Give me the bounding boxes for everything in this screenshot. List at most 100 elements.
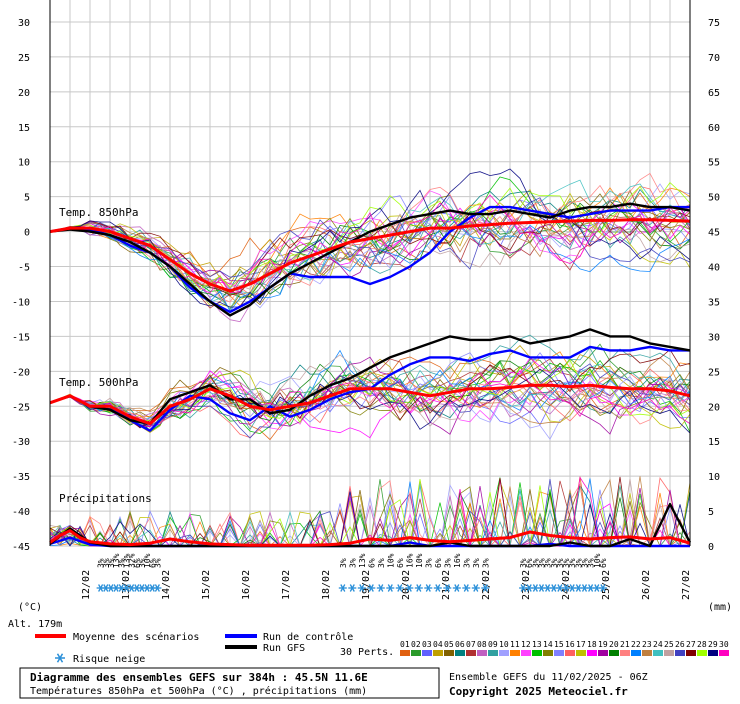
snow-percentage: 3% [550,558,559,568]
snowflake-stroke [563,584,569,592]
snowflake-stroke [144,584,150,592]
right-tick-label: 40 [708,263,720,274]
series-line-t500 [49,383,691,426]
chart-axes: 302520151050-5-10-15-20-25-30-35-40-4575… [12,0,720,600]
pert-color-swatch [521,650,531,656]
pert-color-swatch [609,650,619,656]
snow-percentage: 6% [434,558,443,568]
pert-color-swatch [488,650,498,656]
panel-label-t850: Temp. 850hPa [59,206,138,219]
left-tick-label: 30 [18,18,30,29]
snow-percentage: 10% [593,553,602,568]
pert-color-swatch [620,650,630,656]
snow-percentage: 13% [358,553,367,568]
pert-number-label: 30 [719,640,729,649]
ensemble-info: Ensemble GEFS du 11/02/2025 - 06Z [449,672,648,683]
pert-number-label: 23 [642,640,652,649]
pert-number-label: 09 [488,640,498,649]
pert-number-label: 13 [532,640,542,649]
legend: Moyenne des scénarios Run de contrôle Ru… [35,631,729,665]
pert-color-swatch [477,650,487,656]
perturbation-line [49,206,691,286]
snow-percentage: 3% [531,558,540,568]
pert-number-label: 20 [609,640,619,649]
right-tick-label: 10 [708,472,720,483]
snowflake-icon [357,584,366,592]
snowflake-stroke [416,584,422,592]
snowflake-stroke [473,584,479,592]
snow-percentage: 3% [443,558,452,568]
snowflake-stroke [520,584,526,592]
snow-percentage: 3% [587,558,596,568]
pert-color-swatch [675,650,685,656]
x-tick-label: 23/02 [521,570,532,600]
pert-color-swatch [543,650,553,656]
snow-percentage: 3% [462,558,471,568]
snow-percentage: 10% [415,553,424,568]
left-tick-label: -35 [12,472,30,483]
series-line-t850 [49,202,691,317]
left-tick-label: 0 [24,228,30,239]
right-tick-label: 60 [708,123,720,134]
pert-number-label: 06 [455,640,465,649]
right-tick-label: 20 [708,402,720,413]
snow-percentage: 3% [97,558,106,568]
pert-number-label: 02 [411,640,421,649]
left-unit: (°C) [18,602,42,613]
series-line-precip [49,529,691,547]
perturbation-line [49,359,691,435]
title-box [19,667,440,699]
pert-number-label: 27 [686,640,696,649]
snowflake-icon [405,584,414,592]
perturbation-line [49,356,691,441]
snowflake-stroke [129,584,135,592]
snowflake-icon [598,584,607,592]
snowflake-icon [376,584,385,592]
snowflake-stroke [532,584,538,592]
snow-percentage: 3% [538,558,547,568]
x-tick-label: 17/02 [281,570,292,600]
snowflake-icon [452,584,461,592]
right-tick-label: 5 [708,507,714,518]
pert-color-swatch [433,650,443,656]
pert-number-label: 11 [510,640,520,649]
snow-percentage: 3% [424,558,433,568]
snowflake-icon [471,584,480,592]
snow-percentage: 3% [117,558,126,568]
pert-number-label: 08 [477,640,487,649]
snowflake-stroke [482,584,488,592]
snowflake-stroke [600,584,606,592]
snowflake-stroke [581,584,588,592]
snow-percentage: 10% [143,553,152,568]
pert-color-swatch [653,650,663,656]
pert-number-label: 29 [708,640,718,649]
snowflake-icon [414,584,423,592]
snow-percentage: 3% [339,558,348,568]
snowflake-stroke [569,584,575,592]
pert-color-swatch [422,650,432,656]
perturbation-line [49,189,691,286]
left-tick-label: -10 [12,297,30,308]
snowflake-stroke [454,584,460,592]
perturbation-line [49,218,691,312]
snow-percentage: 13% [122,553,131,568]
legend-mean-label: Moyenne des scénarios [73,631,199,643]
snow-percentage: 32% [128,553,137,568]
x-tick-label: 21/02 [441,570,452,600]
pert-color-swatch [444,650,454,656]
perturbation-legend: 01 02 03 04 05 06 07 08 09 10 11 12 13 14 15 16 17 18 19 20… [400,640,729,656]
pert-number-label: 18 [587,640,597,649]
right-tick-label: 25 [708,367,720,378]
snowflake-stroke [149,584,155,592]
pert-number-label: 01 [400,640,410,649]
snowflake-icon [395,584,404,592]
left-tick-label: 15 [18,123,30,134]
snowflake-icon [367,584,376,592]
snow-percentage: 3% [102,558,111,568]
left-tick-label: -30 [12,437,30,448]
pert-color-swatch [598,650,608,656]
chart-title: Diagramme des ensembles GEFS sur 384h : … [30,671,368,684]
pert-number-label: 07 [466,640,476,649]
x-tick-label: 15/02 [201,570,212,600]
pert-color-swatch [510,650,520,656]
